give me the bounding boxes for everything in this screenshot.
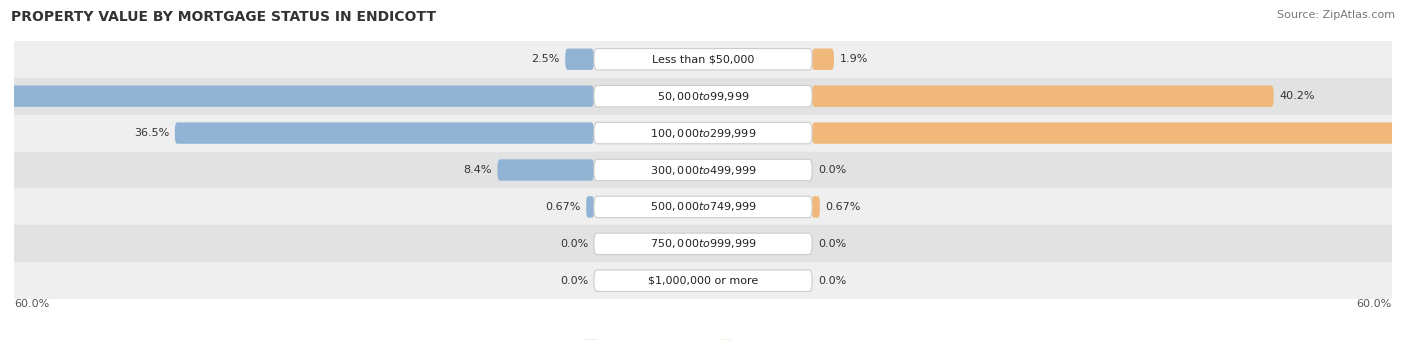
Text: 0.0%: 0.0% bbox=[560, 239, 588, 249]
Text: 36.5%: 36.5% bbox=[134, 128, 169, 138]
FancyBboxPatch shape bbox=[593, 233, 813, 255]
Bar bbox=[14, 262, 1392, 299]
Text: $500,000 to $749,999: $500,000 to $749,999 bbox=[650, 200, 756, 214]
Bar bbox=[14, 41, 1392, 78]
Text: 2.5%: 2.5% bbox=[531, 54, 560, 64]
Text: 0.67%: 0.67% bbox=[546, 202, 581, 212]
FancyBboxPatch shape bbox=[593, 85, 813, 107]
Bar bbox=[14, 152, 1392, 188]
Text: 60.0%: 60.0% bbox=[14, 299, 49, 309]
Text: 0.0%: 0.0% bbox=[818, 239, 846, 249]
Text: Less than $50,000: Less than $50,000 bbox=[652, 54, 754, 64]
FancyBboxPatch shape bbox=[813, 196, 820, 218]
FancyBboxPatch shape bbox=[593, 49, 813, 70]
Text: $100,000 to $299,999: $100,000 to $299,999 bbox=[650, 126, 756, 140]
Text: Source: ZipAtlas.com: Source: ZipAtlas.com bbox=[1277, 10, 1395, 20]
FancyBboxPatch shape bbox=[593, 270, 813, 291]
Bar bbox=[14, 225, 1392, 262]
Text: 0.0%: 0.0% bbox=[818, 165, 846, 175]
FancyBboxPatch shape bbox=[813, 49, 834, 70]
FancyBboxPatch shape bbox=[565, 49, 593, 70]
Text: 0.67%: 0.67% bbox=[825, 202, 860, 212]
FancyBboxPatch shape bbox=[593, 122, 813, 144]
FancyBboxPatch shape bbox=[586, 196, 593, 218]
FancyBboxPatch shape bbox=[498, 159, 593, 181]
FancyBboxPatch shape bbox=[593, 196, 813, 218]
Bar bbox=[14, 115, 1392, 152]
FancyBboxPatch shape bbox=[813, 85, 1274, 107]
Text: 1.9%: 1.9% bbox=[839, 54, 868, 64]
FancyBboxPatch shape bbox=[174, 122, 593, 144]
Text: $50,000 to $99,999: $50,000 to $99,999 bbox=[657, 90, 749, 103]
Text: $1,000,000 or more: $1,000,000 or more bbox=[648, 276, 758, 286]
Text: 0.0%: 0.0% bbox=[560, 276, 588, 286]
Bar bbox=[14, 78, 1392, 115]
Text: PROPERTY VALUE BY MORTGAGE STATUS IN ENDICOTT: PROPERTY VALUE BY MORTGAGE STATUS IN END… bbox=[11, 10, 436, 24]
FancyBboxPatch shape bbox=[593, 159, 813, 181]
FancyBboxPatch shape bbox=[813, 122, 1406, 144]
FancyBboxPatch shape bbox=[0, 85, 593, 107]
Text: 60.0%: 60.0% bbox=[1357, 299, 1392, 309]
Bar bbox=[14, 188, 1392, 225]
Text: $750,000 to $999,999: $750,000 to $999,999 bbox=[650, 237, 756, 250]
Text: 8.4%: 8.4% bbox=[463, 165, 492, 175]
Text: 0.0%: 0.0% bbox=[818, 276, 846, 286]
Text: $300,000 to $499,999: $300,000 to $499,999 bbox=[650, 164, 756, 176]
Text: 40.2%: 40.2% bbox=[1279, 91, 1315, 101]
